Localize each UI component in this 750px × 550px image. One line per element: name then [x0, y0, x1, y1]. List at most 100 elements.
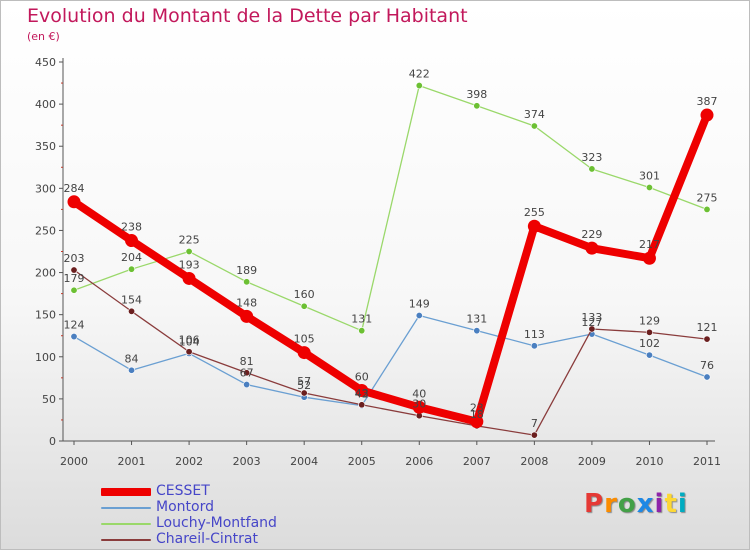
data-point-louchy-montfand: [473, 102, 481, 110]
data-label-montord: 42: [355, 388, 369, 401]
data-label-montord: 67: [240, 367, 254, 380]
data-label-montord: 84: [125, 352, 139, 365]
data-point-louchy-montfand: [530, 122, 538, 130]
y-tick-label: 350: [35, 140, 56, 153]
legend-label: Louchy-Montfand: [156, 515, 277, 531]
series-line-louchy-montfand: [73, 84, 708, 332]
data-point-cesset: [355, 383, 369, 397]
data-point-cesset: [642, 251, 656, 265]
data-label-chareil-cintrat: 203: [64, 252, 85, 265]
data-label-montord: 76: [700, 359, 714, 372]
chart-title: Evolution du Montant de la Dette par Hab…: [27, 5, 468, 27]
data-label-chareil-cintrat: 30: [412, 398, 426, 411]
data-label-louchy-montfand: 204: [121, 251, 142, 264]
legend-swatch: [101, 488, 151, 496]
data-point-chareil-cintrat: [645, 328, 653, 336]
x-tick-label: 2006: [405, 455, 433, 468]
data-point-chareil-cintrat: [358, 401, 366, 409]
data-point-louchy-montfand: [128, 265, 136, 273]
x-tick-label: 2011: [693, 455, 721, 468]
data-point-louchy-montfand: [415, 82, 423, 90]
logo-letter: r: [604, 489, 618, 519]
data-label-montord: 104: [179, 335, 200, 348]
data-point-cesset: [67, 195, 81, 209]
data-label-louchy-montfand: 301: [639, 169, 660, 182]
data-label-chareil-cintrat: 57: [297, 375, 311, 388]
data-label-cesset: 193: [179, 258, 200, 271]
data-label-chareil-cintrat: 154: [121, 293, 142, 306]
y-tick-label: 100: [35, 351, 56, 364]
axes: 0 50 100 150 200 250 300 350 400 450 2000 2001 2002 2…: [35, 56, 721, 468]
x-tick-label: 2003: [233, 455, 261, 468]
data-label-cesset: 229: [581, 228, 602, 241]
data-point-louchy-montfand: [70, 286, 78, 294]
data-point-cesset: [585, 241, 599, 255]
y-tick-label: 300: [35, 182, 56, 195]
data-label-louchy-montfand: 131: [351, 313, 372, 326]
y-tick-label: 50: [42, 393, 56, 406]
logo-letter: i: [677, 489, 688, 519]
series-layer: [67, 82, 714, 439]
y-unit-label: (en €): [27, 30, 60, 43]
data-label-chareil-cintrat: 43: [355, 387, 369, 400]
legend-swatch: [101, 507, 151, 509]
data-point-louchy-montfand: [300, 302, 308, 310]
data-label-cesset: 217: [639, 238, 660, 251]
data-label-cesset: 105: [294, 333, 315, 346]
data-label-chareil-cintrat: 121: [697, 321, 718, 334]
data-point-chareil-cintrat: [300, 389, 308, 397]
legend-swatch: [101, 539, 151, 541]
proxiti-logo: Proxiti: [584, 489, 688, 519]
data-point-cesset: [412, 400, 426, 414]
data-label-louchy-montfand: 275: [697, 191, 718, 204]
data-point-chareil-cintrat: [703, 335, 711, 343]
data-point-montord: [70, 333, 78, 341]
data-point-montord: [473, 327, 481, 335]
data-point-chareil-cintrat: [128, 307, 136, 315]
data-point-chareil-cintrat: [70, 266, 78, 274]
x-tick-label: 2010: [635, 455, 663, 468]
data-label-montord: 52: [297, 379, 311, 392]
data-point-louchy-montfand: [588, 165, 596, 173]
data-label-louchy-montfand: 422: [409, 68, 430, 81]
x-tick-label: 2009: [578, 455, 606, 468]
legend-label: Montord: [156, 499, 214, 515]
data-label-louchy-montfand: 189: [236, 264, 257, 277]
data-label-chareil-cintrat: 106: [179, 334, 200, 347]
data-label-louchy-montfand: 225: [179, 234, 200, 247]
data-label-montord: 149: [409, 298, 430, 311]
data-label-cesset: 255: [524, 206, 545, 219]
data-point-louchy-montfand: [243, 278, 251, 286]
x-tick-label: 2000: [60, 455, 88, 468]
legend-item-chareil-cintrat: Chareil-Cintrat: [101, 531, 381, 548]
data-label-cesset: 40: [412, 387, 426, 400]
data-point-montord: [128, 366, 136, 374]
data-point-louchy-montfand: [358, 327, 366, 335]
data-label-montord: 131: [466, 313, 487, 326]
legend-item-cesset: CESSET: [101, 483, 381, 500]
data-label-chareil-cintrat: 133: [581, 311, 602, 324]
data-label-cesset: 284: [64, 182, 85, 195]
data-point-cesset: [700, 108, 714, 122]
data-label-louchy-montfand: 323: [581, 151, 602, 164]
data-point-montord: [243, 381, 251, 389]
data-label-chareil-cintrat: 129: [639, 314, 660, 327]
data-point-louchy-montfand: [185, 248, 193, 256]
data-point-louchy-montfand: [703, 205, 711, 213]
data-labels: 124 84 104 67 52 42 149 131 113 127 102 76 179 204 225…: [64, 68, 718, 431]
logo-letter: x: [636, 489, 655, 519]
data-point-louchy-montfand: [645, 183, 653, 191]
logo-letter: t: [664, 489, 678, 519]
legend-item-montord: Montord: [101, 499, 381, 516]
series-line-cesset: [70, 111, 711, 426]
legend-label: Chareil-Cintrat: [156, 531, 258, 547]
legend: CESSET Montord Louchy-Montfand Chareil-Cint…: [101, 483, 381, 548]
legend-item-louchy-montfand: Louchy-Montfand: [101, 515, 381, 532]
x-tick-label: 2008: [520, 455, 548, 468]
logo-letter: P: [584, 489, 605, 519]
legend-swatch: [101, 523, 151, 525]
data-label-chareil-cintrat: 81: [240, 355, 254, 368]
data-label-chareil-cintrat: 18: [470, 408, 484, 421]
